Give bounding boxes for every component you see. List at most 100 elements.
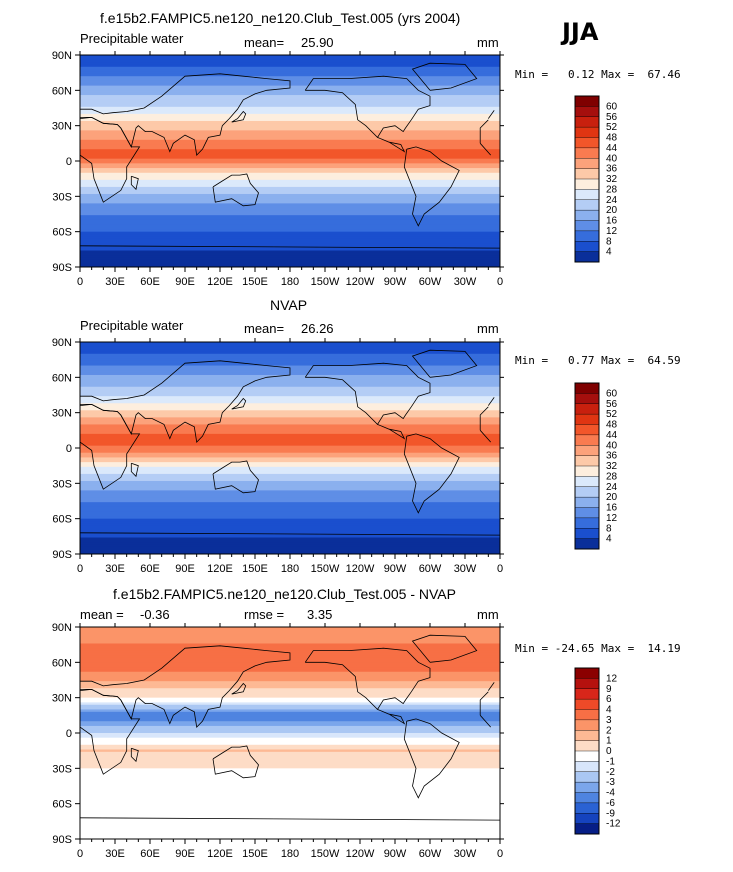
field-band [80, 116, 500, 120]
field-band [80, 175, 500, 178]
field-band [80, 678, 500, 682]
field-band [80, 643, 500, 647]
field-band [80, 697, 500, 701]
y-tick-label: 30S [52, 763, 72, 775]
colorbar-label: 52 [606, 122, 618, 133]
field-band [80, 142, 500, 146]
field-band [80, 393, 500, 397]
colorbar-swatch [574, 709, 600, 721]
field-band [80, 836, 500, 840]
y-tick-label: 90S [52, 834, 72, 846]
field-band [80, 365, 500, 369]
field-band [80, 700, 500, 703]
x-tick-label: 90E [175, 276, 195, 288]
field-band [80, 495, 500, 498]
colorbar-swatch [574, 802, 600, 814]
field-band [80, 450, 500, 454]
x-tick-label: 150E [242, 848, 268, 860]
field-band [80, 426, 500, 430]
field-band [80, 255, 500, 259]
panel-1-minmax: Min = 0.12 Max = 67.46 [515, 68, 681, 81]
season-label: JJA [562, 18, 599, 46]
field-band [80, 193, 500, 197]
field-band [80, 250, 500, 254]
field-band [80, 97, 500, 101]
x-tick-label: 0 [77, 848, 83, 860]
x-tick-label: 30E [105, 563, 125, 575]
field-band [80, 407, 500, 411]
field-band [80, 544, 500, 548]
colorbar-label: 12 [606, 673, 618, 684]
field-band [80, 528, 500, 531]
field-band [80, 813, 500, 816]
field-band [80, 803, 500, 807]
field-band [80, 379, 500, 383]
field-band [80, 346, 500, 350]
coastlines [79, 349, 501, 536]
field-band [80, 128, 500, 131]
x-tick-label: 60E [140, 848, 160, 860]
field-band [80, 384, 500, 388]
field-band [80, 248, 500, 252]
colorbar-label: -12 [606, 819, 621, 830]
colorbar-label: -2 [606, 767, 615, 778]
y-tick-label: 0 [66, 443, 72, 455]
y-tick-label: 60S [52, 799, 72, 811]
field-band [80, 747, 500, 750]
field-band [80, 709, 500, 713]
field-band [80, 344, 500, 348]
coastline-path [212, 745, 259, 779]
field-band [80, 165, 500, 169]
field-band [80, 177, 500, 181]
field-band [80, 443, 500, 447]
x-tick-label: 120E [207, 276, 233, 288]
field-band [80, 440, 500, 444]
colorbar-label: 48 [606, 133, 618, 144]
field-band [80, 208, 500, 211]
field-band [80, 669, 500, 673]
field-band [80, 377, 500, 381]
colorbar-swatch [574, 209, 600, 222]
colorbar-swatch [574, 823, 600, 835]
field-band [80, 222, 500, 226]
colorbar-swatch [574, 667, 600, 679]
field-band [80, 429, 500, 433]
colorbar-label: -1 [606, 756, 615, 767]
map-panel-3: 0 30E 60E 90E 120E 150E 180 150W 120W 90W 60W 30W 09… [52, 622, 621, 860]
y-tick-label: 90N [52, 622, 72, 634]
field-band [80, 78, 500, 82]
field-band [80, 509, 500, 513]
field-band [80, 754, 500, 758]
field-band [80, 73, 500, 77]
field-band [80, 525, 500, 529]
x-tick-label: 60W [419, 563, 442, 575]
x-tick-label: 150W [311, 563, 340, 575]
field-band [80, 170, 500, 174]
coastline-path [79, 404, 491, 490]
field-band [80, 259, 500, 263]
colorbar-swatch [574, 455, 600, 467]
colorbar-swatch [574, 382, 600, 394]
colorbar-label: 3 [606, 715, 612, 726]
field-band [80, 480, 500, 484]
field-band [80, 106, 500, 110]
field-band [80, 243, 500, 247]
colorbar-swatch [574, 137, 600, 149]
panel-1-stat-label: mean= [244, 35, 285, 50]
colorbar-label: 48 [606, 420, 618, 431]
x-tick-label: 120W [346, 276, 375, 288]
field-band [80, 349, 500, 352]
field-band [80, 262, 500, 266]
field-band [80, 55, 500, 58]
x-tick-label: 90W [384, 848, 407, 860]
field-band [80, 478, 500, 482]
colorbar-label: 2 [606, 725, 612, 736]
colorbar-label: 24 [606, 482, 618, 493]
field-band [80, 820, 500, 824]
panel-1-units: mm [477, 35, 499, 50]
colorbar-label: 28 [606, 184, 618, 195]
map-panel-2: 0 30E 60E 90E 120E 150E 180 150W 120W 90W 60W 30W 09… [52, 337, 618, 575]
panel-3-title: f.e15b2.FAMPIC5.ne120_ne120.Club_Test.00… [113, 586, 456, 602]
field-band [80, 824, 500, 828]
field-band [80, 386, 500, 390]
